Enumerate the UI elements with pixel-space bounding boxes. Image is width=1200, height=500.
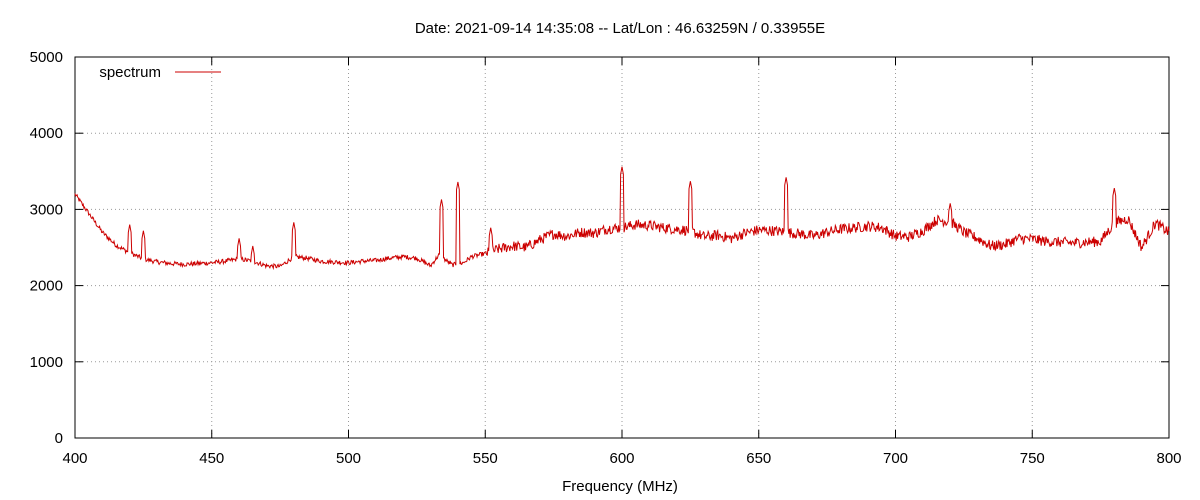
y-tick-label: 4000 — [30, 125, 63, 142]
x-tick-label: 650 — [746, 450, 771, 467]
y-tick-label: 1000 — [30, 354, 63, 371]
x-tick-label: 450 — [199, 450, 224, 467]
legend: spectrum — [99, 64, 221, 81]
chart-title: Date: 2021-09-14 14:35:08 -- Lat/Lon : 4… — [415, 20, 825, 37]
y-axis-tick-labels: 0 1000 2000 3000 4000 5000 — [30, 49, 63, 447]
grid-lines — [75, 57, 1169, 438]
x-axis-tick-labels: 400 450 500 550 600 650 700 750 800 — [62, 450, 1181, 467]
x-tick-label: 550 — [473, 450, 498, 467]
y-tick-label: 2000 — [30, 278, 63, 295]
x-tick-label: 400 — [62, 450, 87, 467]
x-tick-label: 800 — [1156, 450, 1181, 467]
y-tick-label: 3000 — [30, 201, 63, 218]
x-tick-label: 600 — [609, 450, 634, 467]
y-tick-label: 5000 — [30, 49, 63, 66]
y-tick-label: 0 — [55, 430, 63, 447]
series-group — [74, 166, 1170, 271]
x-axis-label: Frequency (MHz) — [562, 478, 678, 495]
x-tick-label: 700 — [883, 450, 908, 467]
plot-frame — [74, 56, 1170, 439]
axis-ticks — [74, 56, 1170, 439]
x-tick-label: 750 — [1020, 450, 1045, 467]
series-line-spectrum — [74, 166, 1170, 271]
x-tick-label: 500 — [336, 450, 361, 467]
legend-label: spectrum — [99, 64, 161, 81]
